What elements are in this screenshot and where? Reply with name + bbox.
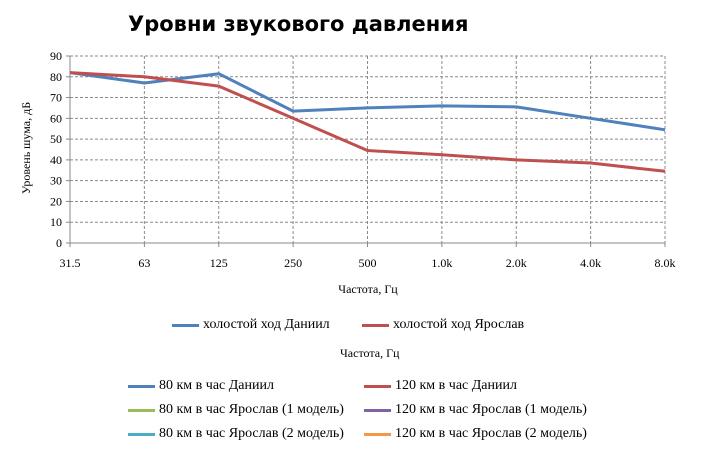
legend-label: холостой ход Ярослав xyxy=(393,317,525,332)
legend-swatch xyxy=(364,432,391,436)
line-chart: 0 10 20 30 40 50 60 70 80 90 31.5 63 125 250 500 1.0k 2… xyxy=(19,49,676,296)
legend-swatch xyxy=(128,408,155,412)
series-line-2 xyxy=(69,71,666,173)
legend-label: 120 км в час Ярослав (1 модель) xyxy=(395,402,587,417)
legend-item: 120 км в час Даниил xyxy=(364,376,517,396)
secondary-x-axis-label: Частота, Гц xyxy=(340,346,400,360)
y-tick-label: 30 xyxy=(50,174,62,188)
x-tick-label: 250 xyxy=(284,256,302,270)
legend-label: 120 км в час Даниил xyxy=(395,378,517,393)
legend-label: холостой ход Даниил xyxy=(203,317,330,332)
legend-swatch xyxy=(128,384,155,388)
y-tick-label: 90 xyxy=(50,49,62,63)
y-tick-label: 80 xyxy=(50,70,62,84)
y-tick-label: 0 xyxy=(56,236,62,250)
y-tick-label: 20 xyxy=(50,194,62,208)
x-tick-label: 4.0k xyxy=(580,256,601,270)
x-axis-label: Частота, Гц xyxy=(338,282,398,296)
legend-label: 80 км в час Ярослав (2 модель) xyxy=(159,426,344,441)
legend-item: 80 км в час Ярослав (2 модель) xyxy=(128,424,344,444)
legend-item: 120 км в час Ярослав (1 модель) xyxy=(364,400,587,420)
legend-swatch xyxy=(364,408,391,412)
legend-label: 80 км в час Даниил xyxy=(159,378,274,393)
y-tick-label: 40 xyxy=(50,153,62,167)
legend-item: 80 км в час Даниил xyxy=(128,376,274,396)
x-tick-label: 125 xyxy=(210,256,228,270)
x-tick-label: 2.0k xyxy=(506,256,527,270)
legend-swatch xyxy=(128,432,155,436)
legend-swatch xyxy=(362,323,389,327)
y-tick-label: 70 xyxy=(50,91,62,105)
y-tick-label: 50 xyxy=(50,132,62,146)
x-tick-label: 1.0k xyxy=(431,256,452,270)
legend-item: холостой ход Ярослав xyxy=(362,315,524,335)
x-tick-label: 31.5 xyxy=(60,256,81,270)
x-tick-label: 8.0k xyxy=(655,256,676,270)
legend-label: 120 км в час Ярослав (2 модель) xyxy=(395,426,587,441)
legend-item: холостой ход Даниил xyxy=(172,315,330,335)
y-tick-label: 60 xyxy=(50,111,62,125)
legend-swatch xyxy=(172,323,199,327)
legend-item: 120 км в час Ярослав (2 модель) xyxy=(364,424,587,444)
x-tick-label: 63 xyxy=(138,256,150,270)
legend-label: 80 км в час Ярослав (1 модель) xyxy=(159,402,344,417)
y-tick-label: 10 xyxy=(50,215,62,229)
y-axis-label: Уровень шума, дБ xyxy=(19,102,33,194)
x-tick-label: 500 xyxy=(359,256,377,270)
legend-item: 80 км в час Ярослав (1 модель) xyxy=(128,400,344,420)
chart-title: Уровни звукового давления xyxy=(128,12,469,36)
legend-swatch xyxy=(364,384,391,388)
